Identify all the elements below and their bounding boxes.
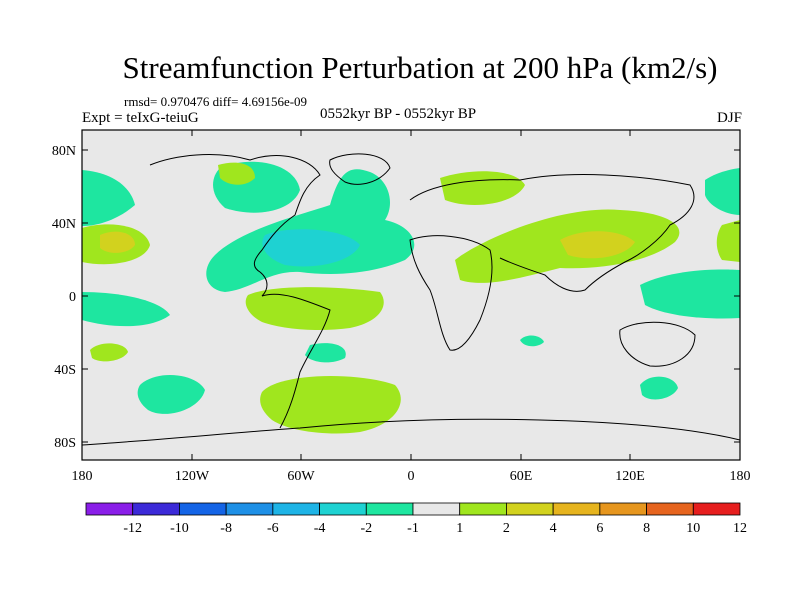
lon-label: 120E <box>615 469 645 484</box>
positive-region <box>218 162 255 185</box>
colorbar-swatch <box>552 502 601 516</box>
colorbar-label: 2 <box>503 521 510 536</box>
colorbar-swatch <box>179 502 227 516</box>
colorbar-label: -6 <box>267 521 279 536</box>
lat-label: 40N <box>52 217 76 232</box>
negative-region <box>640 269 740 319</box>
colorbar-swatch <box>506 502 554 516</box>
colorbar-swatch <box>319 502 367 516</box>
lat-ticks <box>82 149 740 443</box>
colorbar-label: 6 <box>596 521 603 536</box>
colorbar-label: 8 <box>643 521 650 536</box>
negative-region <box>137 374 205 414</box>
colorbar-swatch <box>225 502 274 516</box>
negative-region <box>82 170 135 226</box>
plot-title: Streamfunction Perturbation at 200 hPa (… <box>122 50 718 85</box>
negative-region <box>705 168 740 215</box>
colorbar-swatch <box>272 502 320 516</box>
colorbar-label: -2 <box>360 521 372 536</box>
colorbar-label: 10 <box>686 521 700 536</box>
lon-label: 60W <box>287 469 315 484</box>
lat-label: 40S <box>54 363 76 378</box>
colorbar-swatch <box>132 502 180 516</box>
colorbar-label: -8 <box>220 521 232 536</box>
colorbar-label: -4 <box>314 521 326 536</box>
colorbar-label: -1 <box>407 521 419 536</box>
positive-region <box>716 220 740 262</box>
colorbar-swatch <box>85 502 134 516</box>
negative-region <box>520 335 544 347</box>
negative-region <box>82 292 170 327</box>
experiment-label: Expt = teIxG-teiuG <box>82 110 199 126</box>
colorbar-label: 1 <box>456 521 463 536</box>
negative-region <box>640 376 678 400</box>
lon-label: 180 <box>730 469 751 484</box>
colorbar-label: 4 <box>550 521 557 536</box>
positive-core <box>560 231 635 259</box>
colorbar-label: -12 <box>123 521 142 536</box>
lon-label: 180 <box>72 469 93 484</box>
rmsd-text: rmsd= 0.970476 diff= 4.69156e-09 <box>124 94 308 109</box>
negative-region <box>305 343 346 363</box>
positive-region <box>90 343 128 362</box>
colorbar-swatch <box>599 502 647 516</box>
colorbar-swatch <box>646 502 694 516</box>
lat-label: 80S <box>54 436 76 451</box>
colorbar-label: -10 <box>170 521 189 536</box>
positive-core <box>100 231 135 253</box>
lat-label: 80N <box>52 144 76 159</box>
colorbar: -12 -10 -8 -6 -4 -2 -1 1 2 4 6 8 10 12 <box>85 502 747 536</box>
lon-label: 0 <box>408 469 415 484</box>
lon-ticks <box>81 130 741 460</box>
period-label: 0552kyr BP - 0552kyr BP <box>320 106 477 122</box>
lon-label: 120W <box>175 469 210 484</box>
lat-label: 0 <box>69 290 76 305</box>
colorbar-swatch <box>692 502 741 516</box>
positive-region <box>245 287 384 330</box>
coastlines <box>81 153 741 446</box>
colorbar-swatch <box>459 502 507 516</box>
colorbar-swatch <box>365 502 414 516</box>
colorbar-label: 12 <box>733 521 747 536</box>
lon-label: 60E <box>510 469 533 484</box>
season-label: DJF <box>716 110 742 126</box>
colorbar-swatch <box>412 502 461 516</box>
negative-core <box>262 229 360 267</box>
